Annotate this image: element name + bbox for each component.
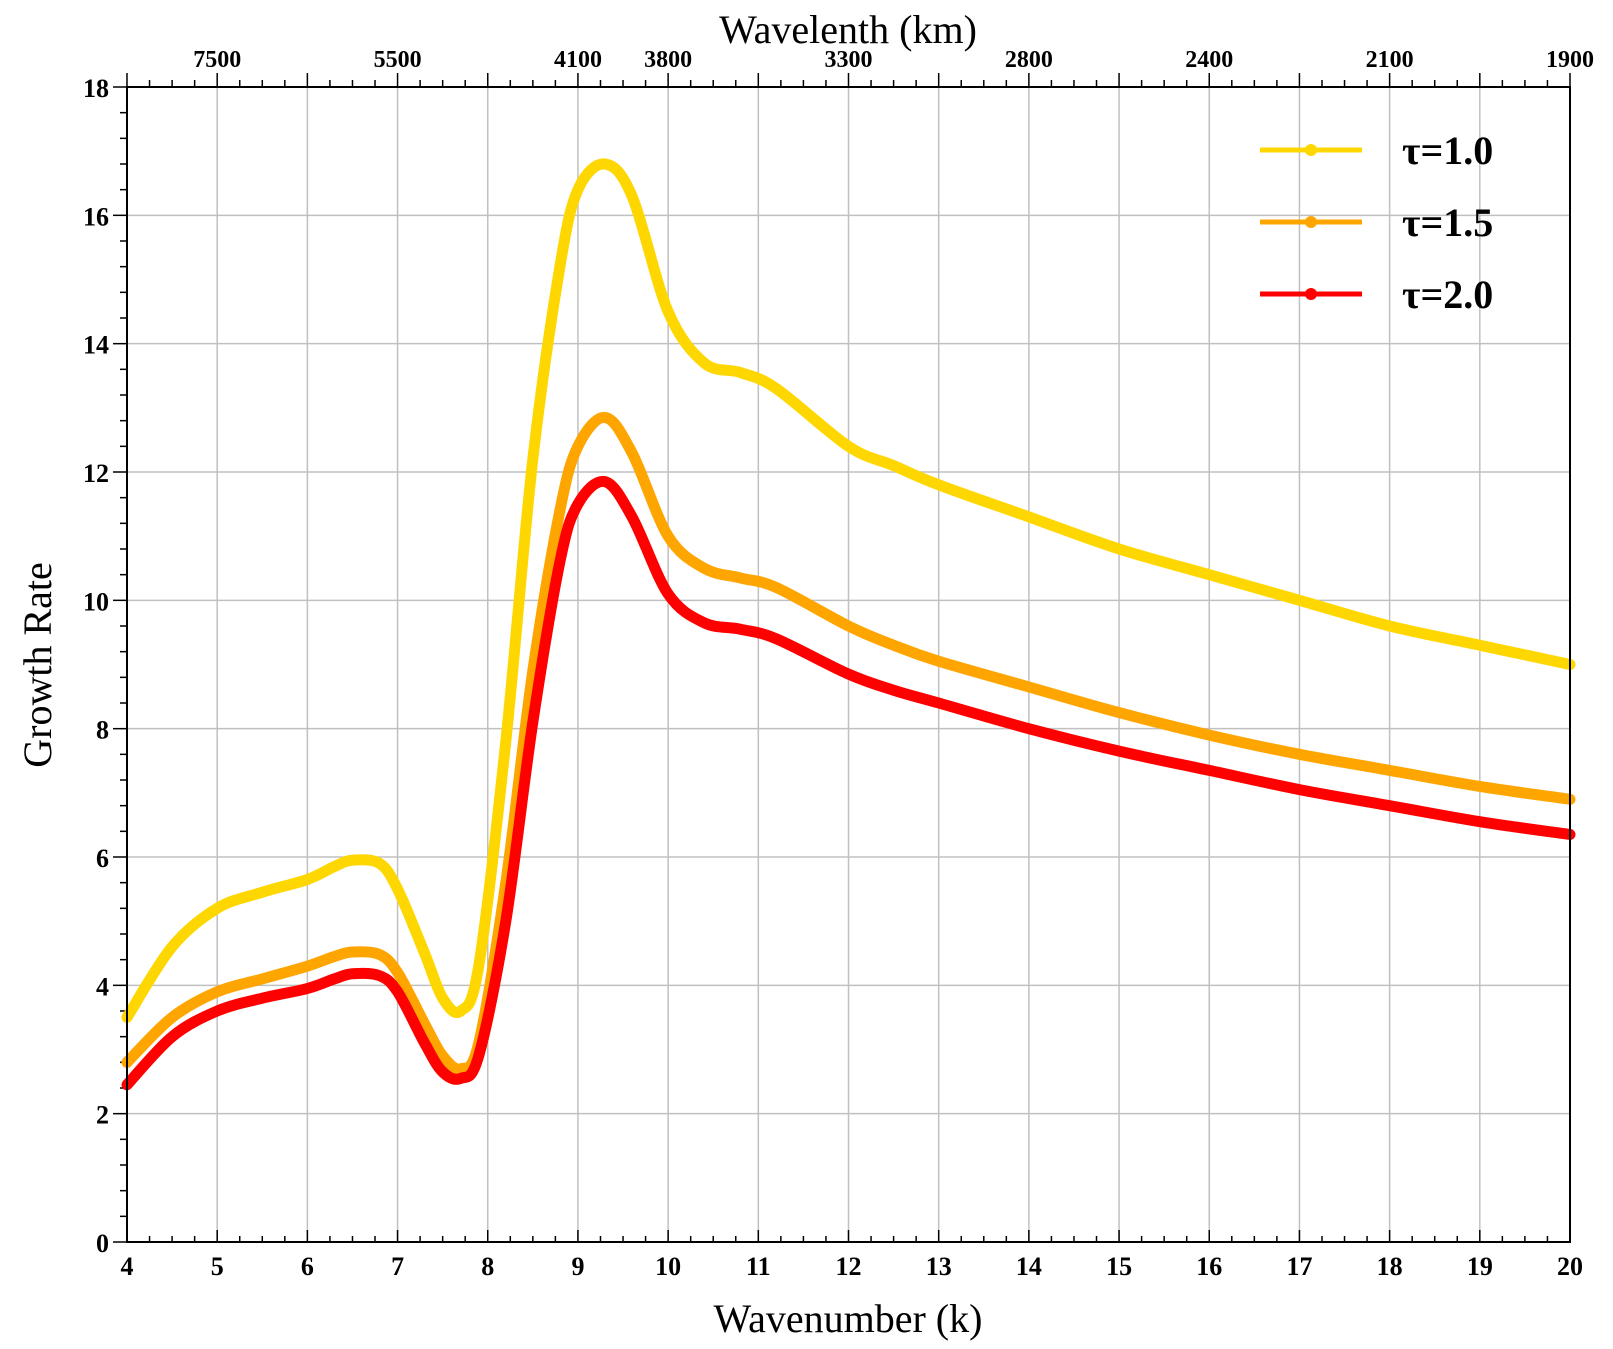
x-tick-label: 14	[1016, 1252, 1042, 1281]
y-tick-label: 0	[96, 1229, 109, 1258]
x-tick-label: 12	[836, 1252, 862, 1281]
x-tick-label: 16	[1196, 1252, 1222, 1281]
x2-tick-label: 2800	[1005, 47, 1053, 73]
x-tick-label: 6	[301, 1252, 314, 1281]
legend-label-1: τ=1.0	[1402, 128, 1493, 173]
x2-tick-label: 3300	[825, 47, 873, 73]
x2-tick-label: 5500	[374, 47, 422, 73]
x-tick-label: 11	[746, 1252, 771, 1281]
y-axis-title: Growth Rate	[15, 562, 60, 768]
x-tick-label: 4	[121, 1252, 134, 1281]
series-lines	[121, 158, 1576, 1091]
x-tick-label: 15	[1106, 1252, 1132, 1281]
y-tick-label: 12	[83, 459, 109, 488]
x-tick-label: 18	[1377, 1252, 1403, 1281]
x-tick-label: 20	[1557, 1252, 1583, 1281]
legend-marker-1	[1305, 144, 1317, 156]
x2-tick-label: 7500	[193, 47, 241, 73]
x-tick-label: 19	[1467, 1252, 1493, 1281]
x-tick-label: 5	[211, 1252, 224, 1281]
x2-tick-label: 2400	[1185, 47, 1233, 73]
x-tick-label: 10	[655, 1252, 681, 1281]
plot-frame	[126, 86, 1571, 1243]
series-line-1	[121, 158, 1576, 1023]
y-tick-label: 2	[96, 1101, 109, 1130]
legend-label-2: τ=1.5	[1402, 200, 1493, 245]
series-line-3	[121, 475, 1576, 1091]
axis-ticks	[113, 73, 1571, 1243]
y-tick-label: 4	[96, 972, 109, 1001]
grid	[127, 87, 1570, 1242]
x-axis-title: Wavenumber (k)	[714, 1296, 983, 1341]
x-tick-label: 13	[926, 1252, 952, 1281]
legend-label-3: τ=2.0	[1402, 272, 1493, 317]
legend-marker-3	[1305, 288, 1317, 300]
y-tick-label: 8	[96, 716, 109, 745]
legend-marker-2	[1305, 216, 1317, 228]
x-tick-label: 8	[481, 1252, 494, 1281]
y-tick-label: 16	[83, 202, 109, 231]
x2-tick-label: 3800	[644, 47, 692, 73]
y-tick-label: 18	[83, 74, 109, 103]
x2-tick-label: 1900	[1546, 47, 1594, 73]
x2-axis-title: Wavelenth (km)	[719, 7, 977, 52]
x2-tick-label: 4100	[554, 47, 602, 73]
y-tick-label: 10	[83, 587, 109, 616]
x-tick-label: 17	[1286, 1252, 1312, 1281]
y-tick-label: 6	[96, 844, 109, 873]
x-tick-label: 7	[391, 1252, 404, 1281]
x2-tick-label: 2100	[1366, 47, 1414, 73]
legend: τ=1.0 τ=1.5 τ=2.0	[1260, 128, 1493, 317]
y-tick-label: 14	[83, 331, 109, 360]
series-line-2	[121, 412, 1576, 1075]
x-tick-label: 9	[571, 1252, 584, 1281]
